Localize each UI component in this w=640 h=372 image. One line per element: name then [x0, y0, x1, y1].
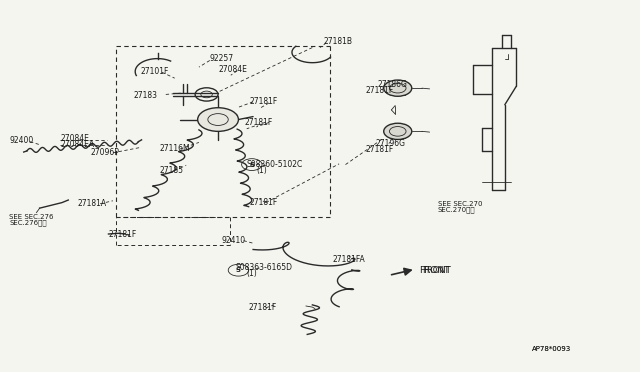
- Text: 27183: 27183: [134, 91, 158, 100]
- Text: FRONT: FRONT: [422, 266, 451, 275]
- Text: 92400: 92400: [9, 137, 33, 145]
- Text: 27084E: 27084E: [218, 65, 247, 74]
- Text: S08363-6165D: S08363-6165D: [236, 263, 293, 272]
- Text: 27185: 27185: [159, 166, 184, 175]
- Text: 27101F: 27101F: [140, 67, 169, 76]
- Text: 27181F: 27181F: [366, 145, 394, 154]
- Text: SEE SEC.270: SEE SEC.270: [438, 201, 483, 207]
- Circle shape: [384, 123, 412, 140]
- Circle shape: [384, 80, 412, 96]
- Text: 27084EA: 27084EA: [60, 140, 94, 149]
- Text: 27181F: 27181F: [250, 97, 278, 106]
- Text: 92257: 92257: [210, 54, 234, 63]
- Text: 27196G: 27196G: [376, 139, 405, 148]
- Text: 27181F: 27181F: [250, 198, 278, 207]
- Text: 27186G: 27186G: [378, 80, 407, 89]
- Text: 27181FA: 27181FA: [333, 255, 365, 264]
- Text: AP78*0093: AP78*0093: [532, 346, 571, 352]
- Text: 27181A: 27181A: [78, 199, 107, 208]
- Text: (1): (1): [256, 166, 267, 174]
- Text: SEC.270参照: SEC.270参照: [438, 206, 476, 212]
- Text: 27181F: 27181F: [245, 118, 273, 126]
- Text: S08360-5102C: S08360-5102C: [246, 160, 303, 169]
- Text: 27116M: 27116M: [159, 144, 190, 153]
- Circle shape: [198, 108, 239, 131]
- Text: (1): (1): [246, 269, 257, 278]
- Text: FRONT: FRONT: [419, 266, 449, 275]
- Text: 27181F: 27181F: [248, 303, 277, 312]
- Text: 27084E: 27084E: [60, 134, 89, 143]
- Text: 27181F: 27181F: [366, 86, 394, 95]
- Text: S: S: [250, 161, 254, 167]
- Text: SEE SEC.276: SEE SEC.276: [9, 214, 54, 220]
- Text: SEC.276参照: SEC.276参照: [9, 219, 47, 226]
- Text: S: S: [236, 267, 241, 273]
- Text: AP78*0093: AP78*0093: [532, 346, 571, 352]
- Text: 92410: 92410: [221, 236, 245, 245]
- Text: 27181F: 27181F: [108, 230, 137, 239]
- Text: 27096P: 27096P: [91, 148, 120, 157]
- Text: 27181B: 27181B: [323, 37, 352, 46]
